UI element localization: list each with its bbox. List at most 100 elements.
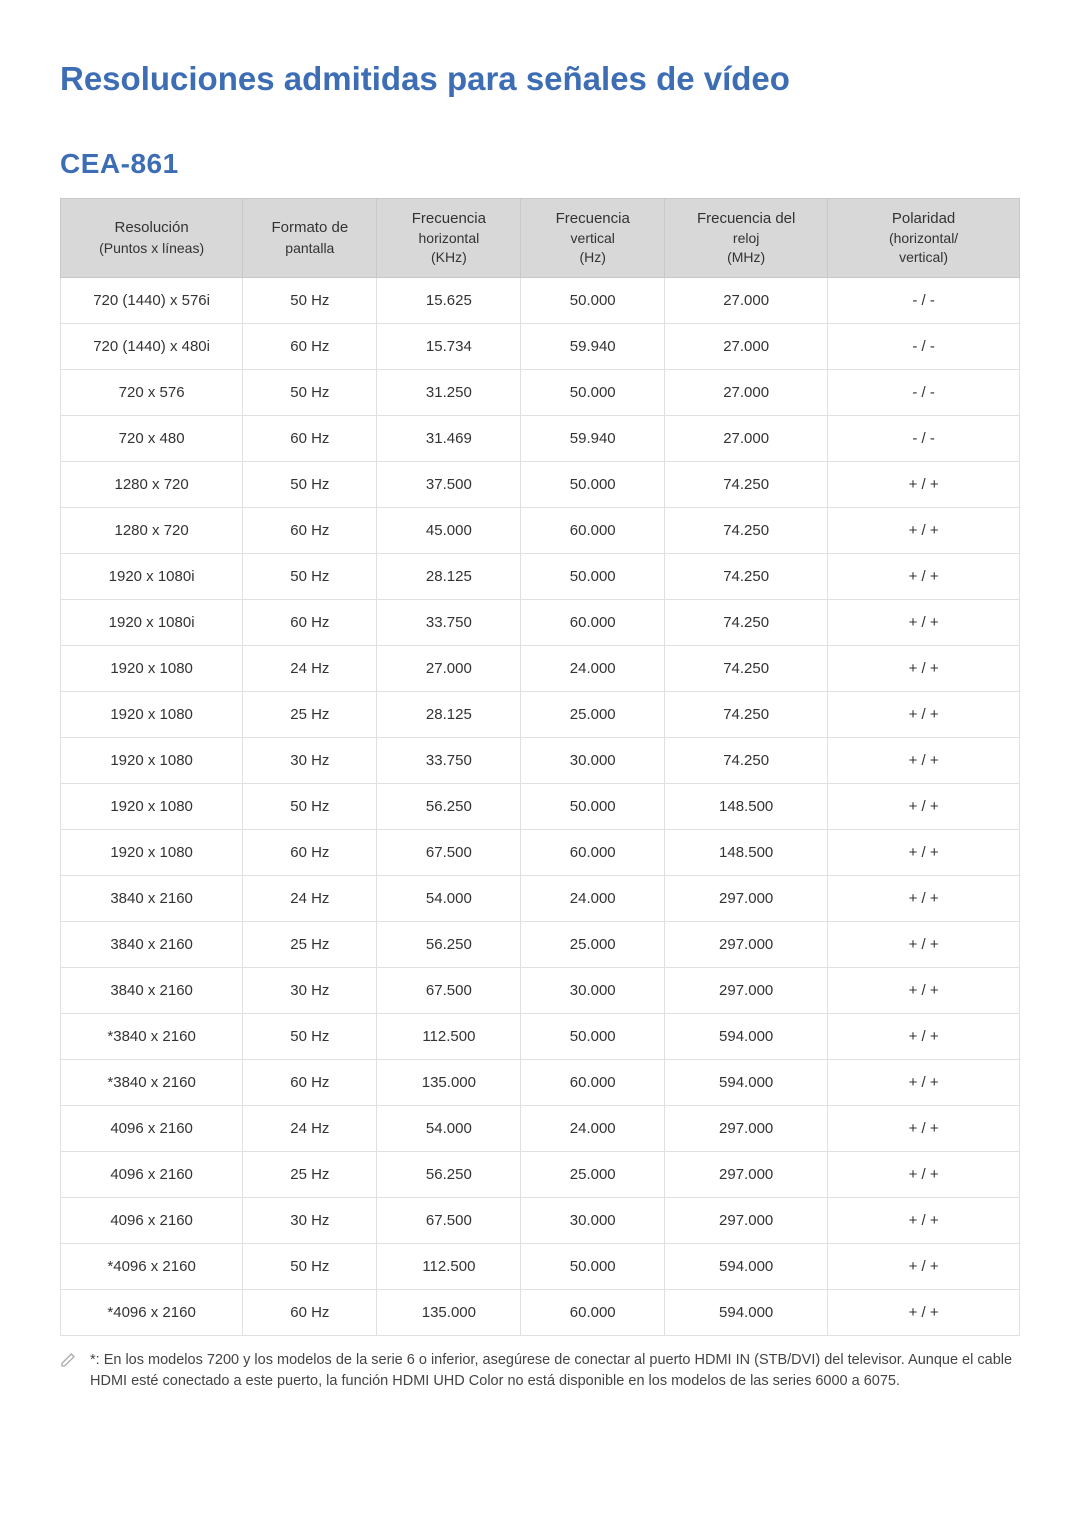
table-cell: 24 Hz: [243, 646, 377, 692]
table-cell: 720 x 576: [61, 370, 243, 416]
table-cell: 25 Hz: [243, 692, 377, 738]
table-cell: 33.750: [377, 738, 521, 784]
table-cell: 56.250: [377, 784, 521, 830]
table-row: *4096 x 216060 Hz135.00060.000594.000+ /…: [61, 1290, 1020, 1336]
table-row: 720 (1440) x 480i60 Hz15.73459.94027.000…: [61, 324, 1020, 370]
table-cell: + / +: [828, 1198, 1020, 1244]
table-cell: 60 Hz: [243, 600, 377, 646]
table-row: 3840 x 216030 Hz67.50030.000297.000+ / +: [61, 968, 1020, 1014]
table-row: 3840 x 216024 Hz54.00024.000297.000+ / +: [61, 876, 1020, 922]
table-cell: 1920 x 1080: [61, 646, 243, 692]
table-cell: + / +: [828, 876, 1020, 922]
table-cell: 50.000: [521, 278, 665, 324]
table-row: 1920 x 1080i50 Hz28.12550.00074.250+ / +: [61, 554, 1020, 600]
table-cell: + / +: [828, 1290, 1020, 1336]
table-cell: 135.000: [377, 1290, 521, 1336]
table-cell: - / -: [828, 324, 1020, 370]
table-cell: 4096 x 2160: [61, 1152, 243, 1198]
table-cell: 297.000: [665, 1106, 828, 1152]
table-cell: 3840 x 2160: [61, 876, 243, 922]
table-cell: - / -: [828, 416, 1020, 462]
table-cell: 74.250: [665, 508, 828, 554]
table-cell: 30 Hz: [243, 1198, 377, 1244]
table-row: 4096 x 216024 Hz54.00024.000297.000+ / +: [61, 1106, 1020, 1152]
table-cell: 45.000: [377, 508, 521, 554]
table-cell: 60 Hz: [243, 508, 377, 554]
table-cell: 24.000: [521, 646, 665, 692]
table-cell: 56.250: [377, 1152, 521, 1198]
table-cell: 50 Hz: [243, 278, 377, 324]
col-header: Formato depantalla: [243, 199, 377, 278]
table-row: 1920 x 1080i60 Hz33.75060.00074.250+ / +: [61, 600, 1020, 646]
table-cell: 112.500: [377, 1014, 521, 1060]
table-cell: 1280 x 720: [61, 462, 243, 508]
table-cell: + / +: [828, 830, 1020, 876]
table-cell: 594.000: [665, 1290, 828, 1336]
table-cell: + / +: [828, 784, 1020, 830]
table-row: 4096 x 216030 Hz67.50030.000297.000+ / +: [61, 1198, 1020, 1244]
table-cell: 720 x 480: [61, 416, 243, 462]
table-header: Resolución(Puntos x líneas)Formato depan…: [61, 199, 1020, 278]
table-cell: 28.125: [377, 692, 521, 738]
table-cell: 60 Hz: [243, 416, 377, 462]
table-cell: 1920 x 1080i: [61, 554, 243, 600]
table-cell: 1920 x 1080: [61, 830, 243, 876]
table-cell: 60.000: [521, 600, 665, 646]
table-cell: 15.625: [377, 278, 521, 324]
table-cell: 24 Hz: [243, 876, 377, 922]
table-cell: 50 Hz: [243, 462, 377, 508]
table-cell: 74.250: [665, 646, 828, 692]
table-cell: 54.000: [377, 1106, 521, 1152]
table-cell: 1920 x 1080: [61, 738, 243, 784]
table-cell: + / +: [828, 968, 1020, 1014]
table-cell: + / +: [828, 1014, 1020, 1060]
table-row: 1280 x 72060 Hz45.00060.00074.250+ / +: [61, 508, 1020, 554]
table-cell: 30 Hz: [243, 968, 377, 1014]
table-cell: 31.250: [377, 370, 521, 416]
table-cell: + / +: [828, 508, 1020, 554]
col-header: Frecuenciahorizontal(KHz): [377, 199, 521, 278]
table-cell: 3840 x 2160: [61, 922, 243, 968]
table-cell: + / +: [828, 1152, 1020, 1198]
table-cell: 148.500: [665, 830, 828, 876]
table-cell: 60.000: [521, 508, 665, 554]
table-row: *3840 x 216060 Hz135.00060.000594.000+ /…: [61, 1060, 1020, 1106]
table-cell: 54.000: [377, 876, 521, 922]
table-row: 3840 x 216025 Hz56.25025.000297.000+ / +: [61, 922, 1020, 968]
table-cell: 1920 x 1080: [61, 784, 243, 830]
table-cell: 59.940: [521, 324, 665, 370]
table-cell: - / -: [828, 278, 1020, 324]
table-cell: *4096 x 2160: [61, 1290, 243, 1336]
table-cell: *3840 x 2160: [61, 1060, 243, 1106]
table-cell: 594.000: [665, 1014, 828, 1060]
table-cell: 24.000: [521, 1106, 665, 1152]
table-cell: 112.500: [377, 1244, 521, 1290]
table-cell: 297.000: [665, 1152, 828, 1198]
table-cell: 56.250: [377, 922, 521, 968]
table-cell: + / +: [828, 738, 1020, 784]
table-cell: 50 Hz: [243, 370, 377, 416]
table-cell: 25 Hz: [243, 1152, 377, 1198]
table-cell: 50.000: [521, 370, 665, 416]
table-cell: 1920 x 1080i: [61, 600, 243, 646]
pencil-icon: [60, 1352, 76, 1368]
table-cell: + / +: [828, 554, 1020, 600]
table-cell: 60 Hz: [243, 1290, 377, 1336]
table-cell: 27.000: [665, 370, 828, 416]
col-header: Polaridad(horizontal/vertical): [828, 199, 1020, 278]
footnote-text: *: En los modelos 7200 y los modelos de …: [90, 1350, 1020, 1392]
table-cell: 50.000: [521, 462, 665, 508]
table-cell: 25.000: [521, 692, 665, 738]
table-row: 4096 x 216025 Hz56.25025.000297.000+ / +: [61, 1152, 1020, 1198]
footnote: *: En los modelos 7200 y los modelos de …: [60, 1350, 1020, 1392]
table-cell: 50 Hz: [243, 554, 377, 600]
table-cell: + / +: [828, 600, 1020, 646]
table-cell: 297.000: [665, 968, 828, 1014]
table-cell: 594.000: [665, 1244, 828, 1290]
table-cell: 1920 x 1080: [61, 692, 243, 738]
table-cell: 74.250: [665, 600, 828, 646]
table-cell: 67.500: [377, 968, 521, 1014]
table-row: 720 (1440) x 576i50 Hz15.62550.00027.000…: [61, 278, 1020, 324]
table-row: 1280 x 72050 Hz37.50050.00074.250+ / +: [61, 462, 1020, 508]
table-row: 1920 x 108025 Hz28.12525.00074.250+ / +: [61, 692, 1020, 738]
